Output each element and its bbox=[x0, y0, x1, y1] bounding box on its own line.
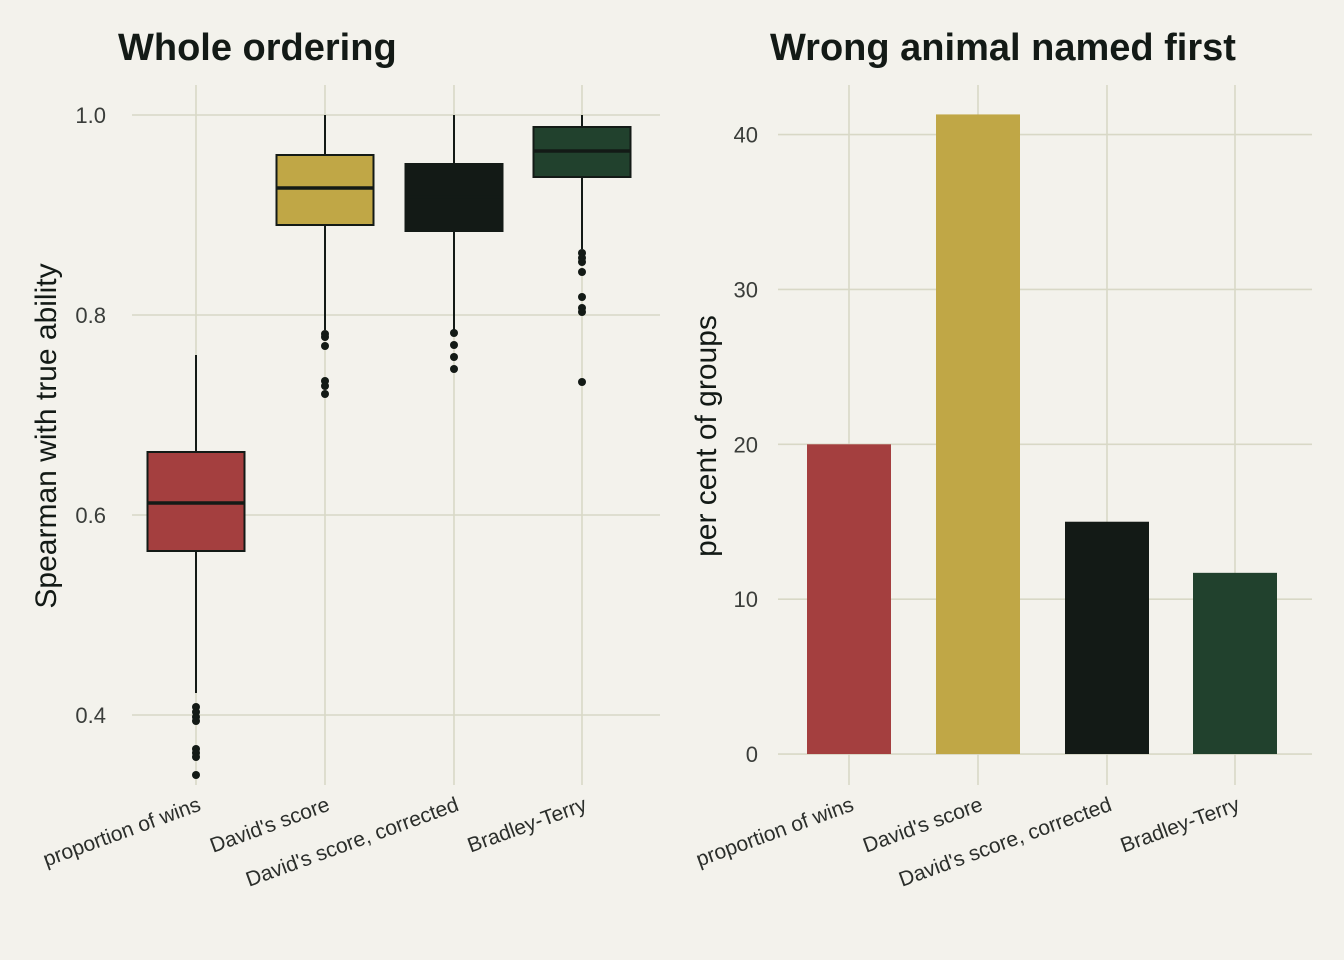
boxplot-y-tick-0-6: 0.6 bbox=[75, 503, 106, 528]
bar-proportion-of-wins bbox=[807, 444, 891, 755]
boxplot-title: Whole ordering bbox=[118, 27, 397, 69]
box-david-s-score-corrected-outlier-3 bbox=[450, 353, 458, 361]
box-david-s-score-outlier-6 bbox=[321, 390, 329, 398]
box-bradley-terry-outlier-8 bbox=[578, 378, 586, 386]
boxplot-y-tick-0-4: 0.4 bbox=[75, 703, 106, 728]
box-david-s-score-corrected bbox=[404, 115, 504, 373]
barchart-title: Wrong animal named first bbox=[770, 27, 1236, 69]
boxplot-y-tick-0-8: 0.8 bbox=[75, 303, 106, 328]
box-proportion-of-wins-outlier-7 bbox=[192, 753, 200, 761]
barchart-y-tick-40: 40 bbox=[734, 123, 758, 148]
box-david-s-score bbox=[275, 115, 375, 398]
box-david-s-score-iqr bbox=[275, 154, 375, 226]
box-bradley-terry-outlier-4 bbox=[578, 268, 586, 276]
barchart-panel: Wrong animal named first per cent of gro… bbox=[690, 27, 1312, 892]
box-bradley-terry-outlier-7 bbox=[578, 308, 586, 316]
box-proportion-of-wins-outlier-8 bbox=[192, 771, 200, 779]
box-bradley-terry bbox=[532, 115, 632, 386]
box-david-s-score-corrected-outlier-1 bbox=[450, 329, 458, 337]
barchart-y-tick-0: 0 bbox=[746, 742, 758, 767]
barchart-category-label-bradley-terry: Bradley-Terry bbox=[1117, 793, 1243, 857]
boxplot-y-axis-title: Spearman with true ability bbox=[30, 263, 63, 608]
bar-bradley-terry bbox=[1193, 572, 1277, 755]
boxplot-boxes bbox=[146, 115, 632, 779]
boxplot-y-tick-labels: 0.4 0.6 0.8 1.0 bbox=[75, 103, 106, 728]
boxplot-panel: Whole ordering Spearman with true abilit… bbox=[30, 27, 660, 892]
boxplot-category-label-proportion-of-wins: proportion of wins bbox=[40, 793, 204, 871]
barchart-category-label-proportion-of-wins: proportion of wins bbox=[693, 793, 857, 871]
bar-david-s-score bbox=[936, 114, 1020, 755]
barchart-bars bbox=[807, 114, 1277, 755]
barchart-category-label-david-s-score-corrected: David's score, corrected bbox=[896, 793, 1115, 891]
box-david-s-score-outlier-2 bbox=[321, 333, 329, 341]
barchart-y-axis-title: per cent of groups bbox=[690, 315, 723, 557]
barchart-y-tick-30: 30 bbox=[734, 277, 758, 302]
box-david-s-score-outlier-3 bbox=[321, 342, 329, 350]
boxplot-category-label-bradley-terry: Bradley-Terry bbox=[464, 793, 590, 857]
box-bradley-terry-outlier-3 bbox=[578, 258, 586, 266]
box-proportion-of-wins bbox=[146, 355, 246, 779]
box-david-s-score-outlier-5 bbox=[321, 382, 329, 390]
barchart-y-tick-10: 10 bbox=[734, 587, 758, 612]
barchart-y-tick-20: 20 bbox=[734, 432, 758, 457]
boxplot-category-label-david-s-score-corrected: David's score, corrected bbox=[243, 793, 462, 891]
boxplot-y-tick-1-0: 1.0 bbox=[75, 103, 106, 128]
bar-david-s-score-corrected bbox=[1065, 521, 1149, 755]
barchart-y-tick-labels: 0 10 20 30 40 bbox=[734, 123, 758, 767]
box-david-s-score-corrected-outlier-2 bbox=[450, 341, 458, 349]
boxplot-gridlines bbox=[132, 85, 660, 785]
box-bradley-terry-outlier-5 bbox=[578, 293, 586, 301]
box-david-s-score-corrected-outlier-4 bbox=[450, 365, 458, 373]
box-proportion-of-wins-outlier-4 bbox=[192, 717, 200, 725]
